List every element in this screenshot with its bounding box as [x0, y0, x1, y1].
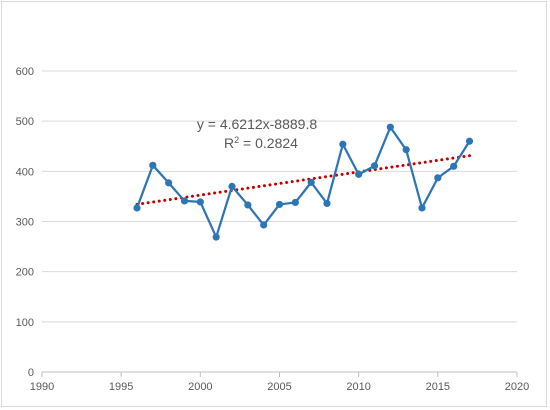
data-point [450, 162, 458, 170]
data-point [291, 198, 299, 207]
x-tick-label: 2005 [267, 381, 291, 393]
y-tick-label: 0 [28, 367, 34, 379]
data-point [434, 174, 442, 182]
data-point [212, 233, 220, 241]
data-point [228, 182, 236, 190]
data-point [133, 204, 141, 212]
data-point [465, 137, 474, 145]
data-point [355, 170, 363, 178]
gridlines [42, 70, 517, 323]
x-tick-label: 2000 [188, 381, 212, 393]
y-tick-label: 200 [16, 267, 34, 279]
y-axis-ticks: 0 100 200 300 400 500 600 [16, 66, 34, 379]
data-point [275, 200, 284, 209]
data-point [244, 201, 252, 209]
series-line [135, 126, 471, 239]
data-point [149, 161, 157, 169]
data-points [133, 123, 474, 241]
x-tick-label: 1990 [30, 381, 54, 393]
data-point [402, 146, 410, 154]
y-tick-label: 100 [16, 317, 34, 329]
trendline-path [135, 154, 471, 206]
data-point [370, 162, 379, 170]
data-point [180, 197, 189, 205]
trendline-equation: y = 4.6212x-8889.8 [197, 116, 317, 132]
data-point [260, 221, 268, 229]
data-point [196, 198, 204, 206]
r-squared-label: R2 = 0.2824 [224, 135, 298, 151]
data-point [418, 204, 426, 212]
data-point [307, 178, 315, 186]
y-tick-label: 300 [16, 217, 34, 229]
x-tick-label: 2015 [426, 381, 450, 393]
x-tick-label: 2010 [346, 381, 370, 393]
data-point [339, 140, 347, 148]
y-tick-label: 500 [16, 116, 34, 128]
data-point [165, 179, 173, 187]
data-point [386, 123, 394, 131]
y-tick-label: 600 [16, 66, 34, 78]
x-tick-label: 1995 [109, 381, 133, 393]
y-tick-label: 400 [16, 166, 34, 178]
trendline [135, 154, 471, 206]
x-axis-ticks: 1990 1995 2000 2005 2010 2015 2020 [30, 372, 529, 393]
x-tick-label: 2020 [505, 381, 529, 393]
data-point [323, 199, 331, 208]
